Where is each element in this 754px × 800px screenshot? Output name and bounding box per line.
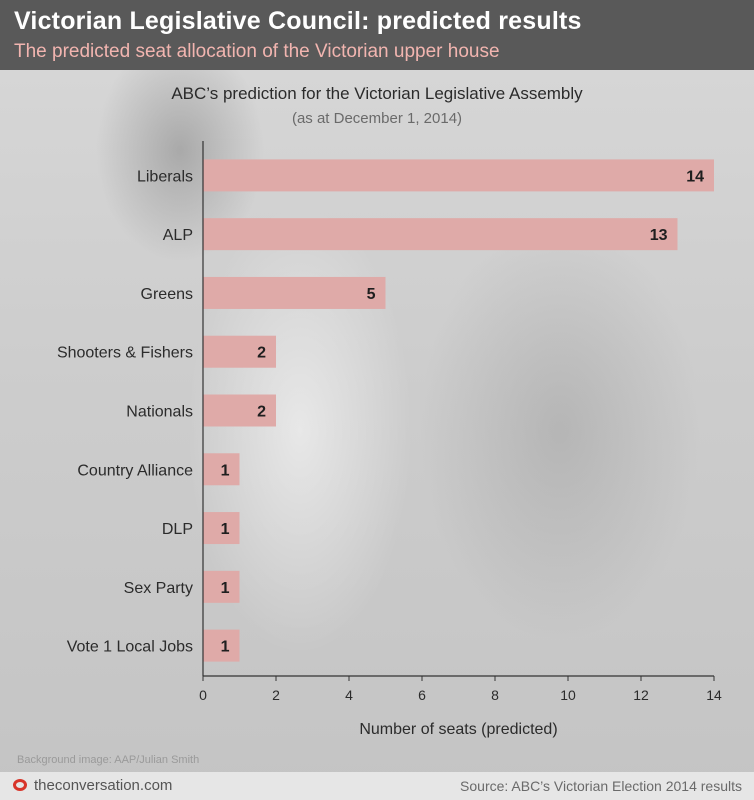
chart-title: ABC’s prediction for the Victorian Legis…: [171, 84, 583, 103]
x-tick-label: 8: [491, 687, 499, 703]
page-title: Victorian Legislative Council: predicted…: [14, 7, 582, 35]
bar: [203, 512, 240, 545]
value-label: 13: [650, 227, 668, 244]
value-label: 1: [221, 580, 230, 597]
x-tick-label: 0: [199, 687, 207, 703]
x-tick-label: 2: [272, 687, 280, 703]
category-label: Sex Party: [124, 580, 193, 597]
bar: [203, 276, 386, 309]
footer-bar: theconversation.com Source: ABC’s Victor…: [0, 772, 754, 800]
x-tick-label: 14: [706, 687, 722, 703]
header-bar: Victorian Legislative Council: predicted…: [0, 0, 754, 70]
background-image-credit: Background image: AAP/Julian Smith: [17, 754, 200, 766]
bar: [203, 335, 276, 368]
bar: [203, 629, 240, 662]
value-label: 1: [221, 462, 230, 479]
value-label: 2: [257, 404, 266, 421]
bar: [203, 159, 714, 192]
bar: [203, 570, 240, 603]
category-label: Vote 1 Local Jobs: [67, 639, 193, 656]
x-tick-label: 6: [418, 687, 426, 703]
value-label: 14: [686, 168, 704, 185]
chart-subtitle: (as at December 1, 2014): [291, 110, 463, 127]
category-label: Country Alliance: [77, 462, 193, 479]
footer-site-link[interactable]: theconversation.com: [34, 777, 173, 794]
value-label: 1: [221, 521, 230, 538]
value-label: 5: [367, 286, 376, 303]
x-tick-label: 10: [560, 687, 576, 703]
category-label: Nationals: [126, 404, 193, 421]
value-label: 1: [221, 639, 230, 656]
page-subtitle: The predicted seat allocation of the Vic…: [14, 41, 500, 62]
x-tick-label: 12: [633, 687, 649, 703]
footer-source: Source: ABC’s Victorian Election 2014 re…: [460, 778, 742, 794]
category-label: Liberals: [137, 168, 193, 185]
category-label: Greens: [141, 286, 193, 303]
bar: [203, 394, 276, 427]
bar: [203, 453, 240, 486]
value-label: 2: [257, 345, 266, 362]
conversation-logo-icon: [13, 779, 27, 791]
bar: [203, 218, 678, 251]
category-label: Shooters & Fishers: [57, 345, 193, 362]
category-label: ALP: [163, 227, 193, 244]
x-tick-label: 4: [345, 687, 353, 703]
category-label: DLP: [162, 521, 193, 538]
x-axis-title: Number of seats (predicted): [359, 721, 557, 738]
